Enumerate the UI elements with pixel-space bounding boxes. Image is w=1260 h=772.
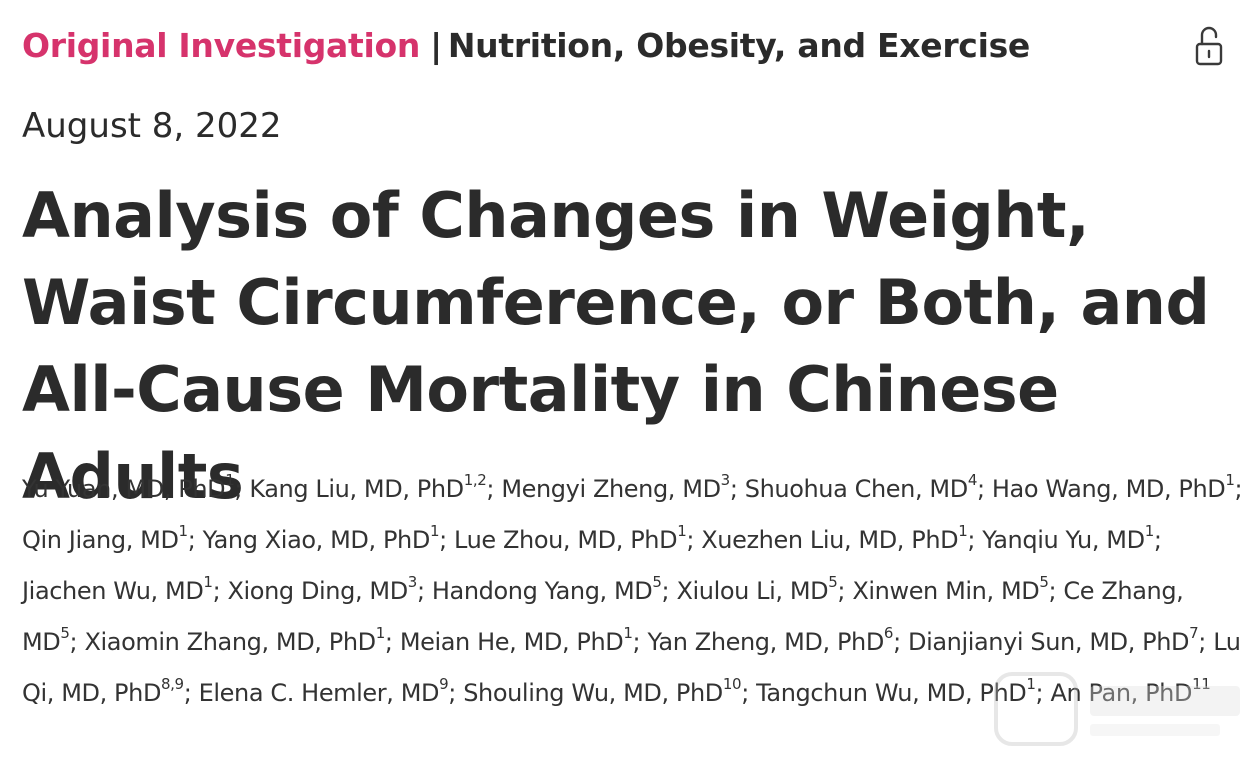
author-affiliation: 1 — [1144, 522, 1155, 540]
author-name[interactable]: Xiulou Li, MD — [676, 577, 829, 605]
author-item: Xiulou Li, MD5; — [676, 573, 853, 606]
author-name[interactable]: Shouling Wu, MD, PhD — [463, 679, 723, 707]
author-item: Hao Wang, MD, PhD1; — [991, 471, 1243, 504]
author-item: Yang Xiao, MD, PhD1; — [202, 522, 455, 555]
author-affiliation: 5 — [1039, 573, 1049, 591]
author-item: Yan Zheng, MD, PhD6; — [647, 624, 908, 657]
author-item: Handong Yang, MD5; — [431, 573, 677, 606]
article-type[interactable]: Original Investigation — [22, 26, 421, 65]
article-title: Analysis of Changes in Weight, Waist Cir… — [22, 179, 1210, 513]
author-item: Yu Yuan, MD, PhD1; — [22, 471, 250, 504]
author-affiliation: 10 — [722, 675, 742, 693]
article-header: Original Investigation | Nutrition, Obesit… — [22, 26, 1030, 65]
author-name[interactable]: Xinwen Min, MD — [852, 577, 1040, 605]
author-affiliation: 1,2 — [463, 471, 487, 489]
author-name[interactable]: Meian He, MD, PhD — [399, 628, 624, 656]
author-name[interactable]: Hao Wang, MD, PhD — [991, 475, 1226, 503]
author-affiliation: 1 — [677, 522, 687, 540]
author-affiliation: 4 — [967, 471, 978, 489]
author-item: Lu Qi, MD, PhD8,9; — [22, 628, 1241, 707]
author-item: Meian He, MD, PhD1; — [399, 624, 648, 657]
article-topic[interactable]: Nutrition, Obesity, and Exercise — [447, 26, 1031, 65]
author-item: Xiong Ding, MD3; — [227, 573, 432, 606]
author-name[interactable]: Ce Zhang, MD — [22, 577, 1184, 656]
author-name[interactable]: Jiachen Wu, MD — [22, 577, 204, 605]
author-name[interactable]: Xiaomin Zhang, MD, PhD — [84, 628, 376, 656]
author-affiliation: 3 — [720, 471, 731, 489]
author-affiliation: 6 — [883, 624, 894, 642]
open-access-lock-icon — [1194, 24, 1224, 68]
author-affiliation: 1 — [203, 573, 213, 591]
author-name[interactable]: Yanqiu Yu, MD — [982, 526, 1145, 554]
author-name[interactable]: Kang Liu, MD, PhD — [249, 475, 464, 503]
author-item: Jiachen Wu, MD1; — [22, 573, 228, 606]
author-name[interactable]: Xuezhen Liu, MD, PhD — [701, 526, 959, 554]
author-affiliation: 1 — [429, 522, 440, 540]
author-affiliation: 11 — [1192, 675, 1211, 693]
author-name[interactable]: Yu Yuan, MD, PhD — [22, 475, 226, 503]
author-item: Dianjianyi Sun, MD, PhD7; — [907, 624, 1214, 657]
author-affiliation: 5 — [60, 624, 70, 642]
author-affiliation: 7 — [1189, 624, 1199, 642]
author-name[interactable]: Tangchun Wu, MD, PhD — [756, 679, 1027, 707]
author-item: Xuezhen Liu, MD, PhD1; — [701, 522, 983, 555]
author-name[interactable]: Lue Zhou, MD, PhD — [454, 526, 678, 554]
author-item: Qin Jiang, MD1; — [22, 522, 203, 555]
publication-date: August 8, 2022 — [22, 106, 282, 146]
author-item: Yanqiu Yu, MD1; — [982, 522, 1162, 555]
author-affiliation: 1 — [1026, 675, 1036, 693]
author-item: Lue Zhou, MD, PhD1; — [454, 522, 702, 555]
author-list: Yu Yuan, MD, PhD1; Kang Liu, MD, PhD1,2;… — [22, 464, 1244, 719]
author-affiliation: 1 — [623, 624, 633, 642]
author-name[interactable]: Yan Zheng, MD, PhD — [647, 628, 884, 656]
author-name[interactable]: Handong Yang, MD — [431, 577, 653, 605]
author-affiliation: 1 — [375, 624, 386, 642]
author-item: Ce Zhang, MD5; — [22, 577, 1184, 656]
author-name[interactable]: Xiong Ding, MD — [227, 577, 408, 605]
author-affiliation: 1 — [225, 471, 235, 489]
author-item: Shouling Wu, MD, PhD10; — [463, 675, 757, 708]
author-affiliation: 5 — [652, 573, 662, 591]
author-item: Shuohua Chen, MD4; — [744, 471, 992, 504]
author-item: Elena C. Hemler, MD9; — [198, 675, 464, 708]
author-affiliation: 1 — [178, 522, 189, 540]
author-item: Xinwen Min, MD5; — [852, 573, 1064, 606]
author-item: Mengyi Zheng, MD3; — [501, 471, 745, 504]
author-name[interactable]: Yang Xiao, MD, PhD — [202, 526, 431, 554]
author-item: Xiaomin Zhang, MD, PhD1; — [84, 624, 400, 657]
author-affiliation: 8,9 — [161, 675, 184, 693]
author-name[interactable]: Elena C. Hemler, MD — [198, 679, 440, 707]
author-affiliation: 1 — [1225, 471, 1235, 489]
header-separator: | — [430, 26, 442, 65]
author-item: An Pan, PhD11 — [1050, 677, 1210, 708]
watermark — [990, 668, 1250, 750]
author-item: Tangchun Wu, MD, PhD1; — [756, 675, 1051, 708]
author-name[interactable]: Qin Jiang, MD — [22, 526, 179, 554]
author-item: Kang Liu, MD, PhD1,2; — [249, 471, 502, 504]
author-name[interactable]: Lu Qi, MD, PhD — [22, 628, 1241, 707]
author-affiliation: 1 — [958, 522, 968, 540]
author-name[interactable]: Mengyi Zheng, MD — [501, 475, 721, 503]
author-affiliation: 5 — [828, 573, 838, 591]
author-name[interactable]: Dianjianyi Sun, MD, PhD — [907, 628, 1190, 656]
author-affiliation: 9 — [439, 675, 449, 693]
author-name[interactable]: Shuohua Chen, MD — [744, 475, 968, 503]
author-affiliation: 3 — [407, 573, 418, 591]
author-name[interactable]: An Pan, PhD — [1050, 679, 1192, 707]
